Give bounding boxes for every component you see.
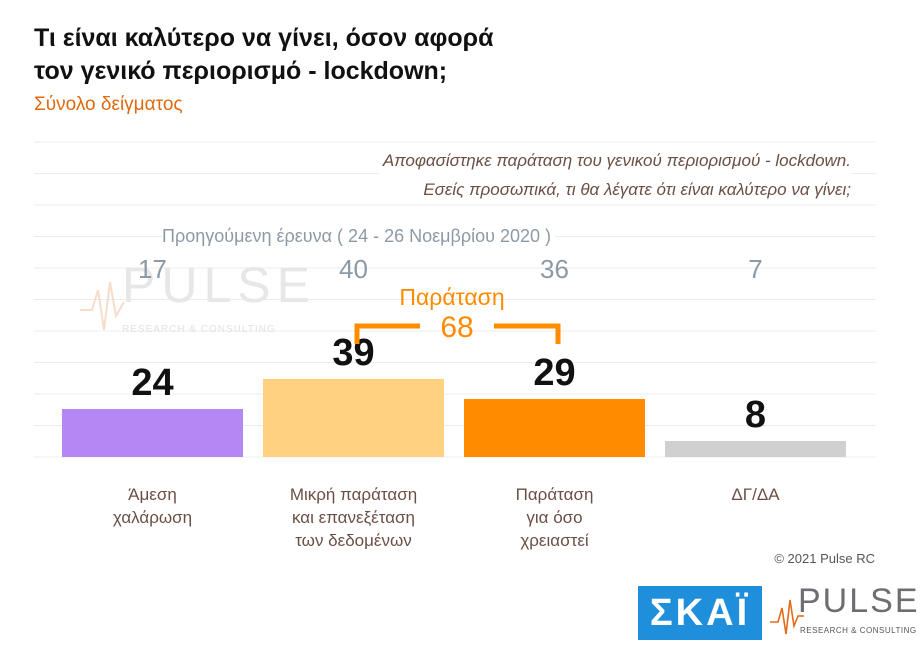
category-label: για όσο [526, 508, 582, 527]
bar [263, 379, 444, 457]
category-label: Μικρή παράταση [290, 485, 417, 504]
previous-value-label: 36 [540, 254, 569, 284]
chart-subtitle: Σύνολο δείγματος [34, 94, 183, 115]
bracket-left [354, 323, 420, 344]
category-label: χαλάρωση [113, 508, 192, 527]
question-line-1: Αποφασίστηκε παράταση του γενικού περιορ… [378, 146, 851, 175]
copyright: © 2021 Pulse RC [774, 551, 875, 566]
previous-value-label: 40 [339, 254, 368, 284]
category-label: των δεδομένων [295, 531, 412, 550]
category-label: ΔΓ/ΔΑ [731, 485, 780, 504]
chart-title: Τι είναι καλύτερο να γίνει, όσον αφορά τ… [34, 22, 493, 88]
bracket-value: 68 [440, 311, 473, 344]
skai-logo: ΣΚΑΪ [638, 586, 762, 640]
pulse-heartbeat-icon [770, 599, 804, 635]
question-line-2: Εσείς προσωπικά, τι θα λέγατε ότι είναι … [378, 175, 851, 204]
pulse-logo: PULSE RESEARCH & CONSULTING [770, 582, 918, 642]
bar [62, 409, 243, 457]
watermark-word: PULSE [122, 257, 316, 313]
bar-value-label: 39 [332, 332, 374, 374]
pulse-logo-sub: RESEARCH & CONSULTING [800, 626, 917, 635]
bar [464, 399, 645, 457]
category-label: Άμεση [128, 485, 177, 504]
bar [665, 441, 846, 457]
category-label: και επανεξέταση [292, 508, 415, 527]
chart-title-line-1: Τι είναι καλύτερο να γίνει, όσον αφορά [34, 24, 494, 52]
category-label: Παράταση [516, 485, 594, 504]
bar-value-label: 24 [131, 362, 173, 404]
bar-value-label: 8 [745, 394, 766, 436]
pulse-logo-word: PULSE [798, 582, 920, 620]
question-text: Αποφασίστηκε παράταση του γενικού περιορ… [378, 146, 851, 204]
watermark-sub: RESEARCH & CONSULTING [122, 324, 276, 335]
previous-value-label: 7 [748, 254, 762, 284]
previous-survey-label: Προηγούμενη έρευνα ( 24 - 26 Νοεμβρίου 2… [162, 226, 555, 247]
chart-title-line-2: τον γενικό περιορισμό - lockdown; [34, 57, 448, 85]
bracket-label: Παράταση [399, 284, 504, 310]
previous-value-label: 17 [138, 254, 167, 284]
watermark-heartbeat-icon [80, 281, 125, 331]
bracket-right [494, 323, 561, 344]
bar-value-label: 29 [533, 352, 575, 394]
category-label: χρειαστεί [520, 531, 589, 550]
